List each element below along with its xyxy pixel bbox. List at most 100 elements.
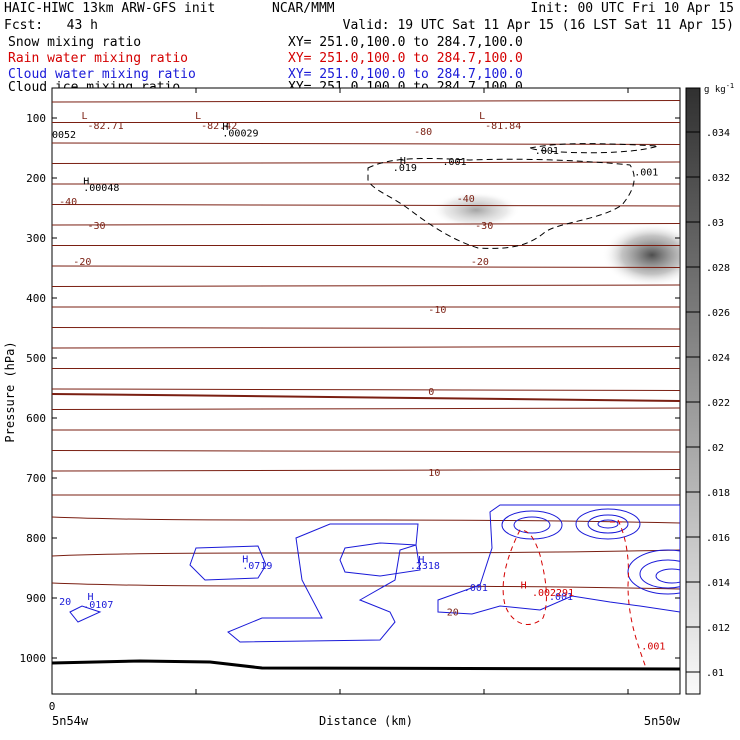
isotherm xyxy=(52,284,680,287)
y-tick-label: 200 xyxy=(26,172,46,185)
colorbar-tick-label: .028 xyxy=(706,263,730,274)
rain-labels-label: .002291 xyxy=(532,588,574,599)
y-tick-label: 300 xyxy=(26,232,46,245)
temperature-labels-marker: L xyxy=(479,111,485,122)
temperature-labels-label: -30 xyxy=(475,221,493,232)
x-end-label: 5n50w xyxy=(644,714,681,728)
y-tick-label: 100 xyxy=(26,112,46,125)
cloud-water-labels-label: .001 xyxy=(464,583,488,594)
colorbar-unit-exponent: -1 xyxy=(726,82,734,90)
cloud-water-labels-label: 20 xyxy=(59,597,71,608)
x-start-label: 5n54w xyxy=(52,714,89,728)
y-tick-label: 1000 xyxy=(20,652,47,665)
field-snow-name: Snow mixing ratio xyxy=(8,35,142,50)
isotherm xyxy=(52,549,680,557)
snow-labels-label: H xyxy=(222,122,228,133)
temperature-labels-label: -20 xyxy=(73,257,91,268)
snow-labels-label: .019 xyxy=(393,163,417,174)
cloud-water-labels-label: .2318 xyxy=(410,561,440,572)
isotherm xyxy=(52,204,680,207)
y-tick-label: 400 xyxy=(26,292,46,305)
colorbar-unit: g kg-1 xyxy=(704,82,734,95)
temperature-isotherms xyxy=(52,100,680,590)
colorbar-tick-label: .018 xyxy=(706,488,730,499)
snow-maximum-upper xyxy=(432,192,520,228)
colorbar-tick-label: .016 xyxy=(706,533,730,544)
isotherm xyxy=(52,450,680,453)
colorbar-tick-label: .022 xyxy=(706,398,730,409)
cloud-water-labels-label: H xyxy=(418,555,424,566)
model-title: HAIC-HIWC 13km ARW-GFS init xyxy=(4,1,216,16)
colorbar-tick-label: .024 xyxy=(706,353,730,364)
temperature-labels-label: -10 xyxy=(428,305,446,316)
contour-labels: -82.71L-82.42L-81.84L-80-40 -40-30 -30-20-… xyxy=(52,111,665,653)
field-rain-xy: XY= 251.0,100.0 to 284.7,100.0 xyxy=(288,51,523,66)
rain-labels-label: .001 xyxy=(641,642,665,653)
plot-frame xyxy=(51,87,681,695)
field-snow-xy: XY= 251.0,100.0 to 284.7,100.0 xyxy=(288,35,523,50)
temperature-labels-label: -40 xyxy=(59,197,77,208)
isotherm xyxy=(52,516,680,524)
init-time: Init: 00 UTC Fri 10 Apr 15 xyxy=(530,1,735,16)
temperature-labels-label: -82.71 xyxy=(88,121,124,132)
cloud-water-labels-label: H xyxy=(242,555,248,566)
colorbar: .034 .032 .03 .028 .026 .024 .022 .02 .018 .016 .0… xyxy=(685,82,734,695)
temperature-labels-label: 0 xyxy=(428,387,434,398)
snow-labels-label: .00048 xyxy=(83,183,119,194)
temperature-labels-label: -40 xyxy=(457,194,475,205)
y-tick-label: 600 xyxy=(26,412,46,425)
snow-labels-label: H xyxy=(400,156,406,167)
colorbar-tick-label: .03 xyxy=(706,218,724,229)
colorbar-tick-label: .01 xyxy=(706,668,724,679)
temperature-labels-label: -80 xyxy=(414,127,432,138)
valid-time: Valid: 19 UTC Sat 11 Apr 15 (16 LST Sat … xyxy=(342,18,734,33)
temperature-labels-label: -20 xyxy=(471,257,489,268)
y-tick-label: 800 xyxy=(26,532,46,545)
colorbar-tick-label: .026 xyxy=(706,308,730,319)
colorbar-tick-label: .032 xyxy=(706,173,730,184)
temperature-labels-label: -81.84 xyxy=(485,121,521,132)
snow-labels-label: .001 xyxy=(634,168,658,179)
snow-maximum-right xyxy=(602,223,680,287)
snow-contour-dashed-top xyxy=(528,143,659,154)
isotherm-zero xyxy=(52,393,680,402)
cloud-water-contours xyxy=(69,504,680,643)
isotherm xyxy=(52,142,680,145)
field-cloud-water-name: Cloud water mixing ratio xyxy=(8,67,196,82)
snow-labels-label: .001 xyxy=(535,146,559,157)
x-axis-title: Distance (km) xyxy=(319,714,413,728)
colorbar-unit-base: g kg xyxy=(704,85,726,95)
temperature-labels-marker: L xyxy=(195,111,201,122)
cloud-water-labels-label: .001 xyxy=(549,592,573,603)
isotherm xyxy=(52,388,680,391)
snow-labels-label: .001 xyxy=(443,157,467,168)
snow-contour-dashed xyxy=(367,157,635,249)
x-tick-zero: 0 xyxy=(49,700,56,713)
center-label: NCAR/MMM xyxy=(272,1,335,16)
x-axis xyxy=(51,88,629,694)
surface-pressure-line xyxy=(51,659,681,671)
isotherm xyxy=(52,100,680,103)
snow-labels-label: 0052 xyxy=(52,130,76,141)
colorbar-tick-label: .034 xyxy=(706,128,730,139)
colorbar-tick-label: .012 xyxy=(706,623,730,634)
isotherm xyxy=(52,161,680,164)
field-rain-name: Rain water mixing ratio xyxy=(8,51,189,66)
snow-labels-label: H xyxy=(83,177,89,188)
isotherm xyxy=(52,582,680,590)
cloud-water-labels-label: .0107 xyxy=(83,600,113,611)
temperature-labels-label: -82.42 xyxy=(201,121,237,132)
isotherm xyxy=(52,346,680,349)
colorbar-tick-label: .02 xyxy=(706,443,724,454)
cloud-water-labels-label: .0719 xyxy=(242,561,272,572)
isotherm xyxy=(52,223,680,226)
rain-water-contours xyxy=(502,519,647,669)
temperature-labels-label: 10 xyxy=(428,468,440,479)
rain-labels-label: H xyxy=(521,580,527,591)
temperature-labels-label: 20 xyxy=(447,607,459,618)
y-tick-label: 900 xyxy=(26,592,46,605)
colorbar-tick-label: .014 xyxy=(706,578,730,589)
isotherm xyxy=(52,407,680,410)
